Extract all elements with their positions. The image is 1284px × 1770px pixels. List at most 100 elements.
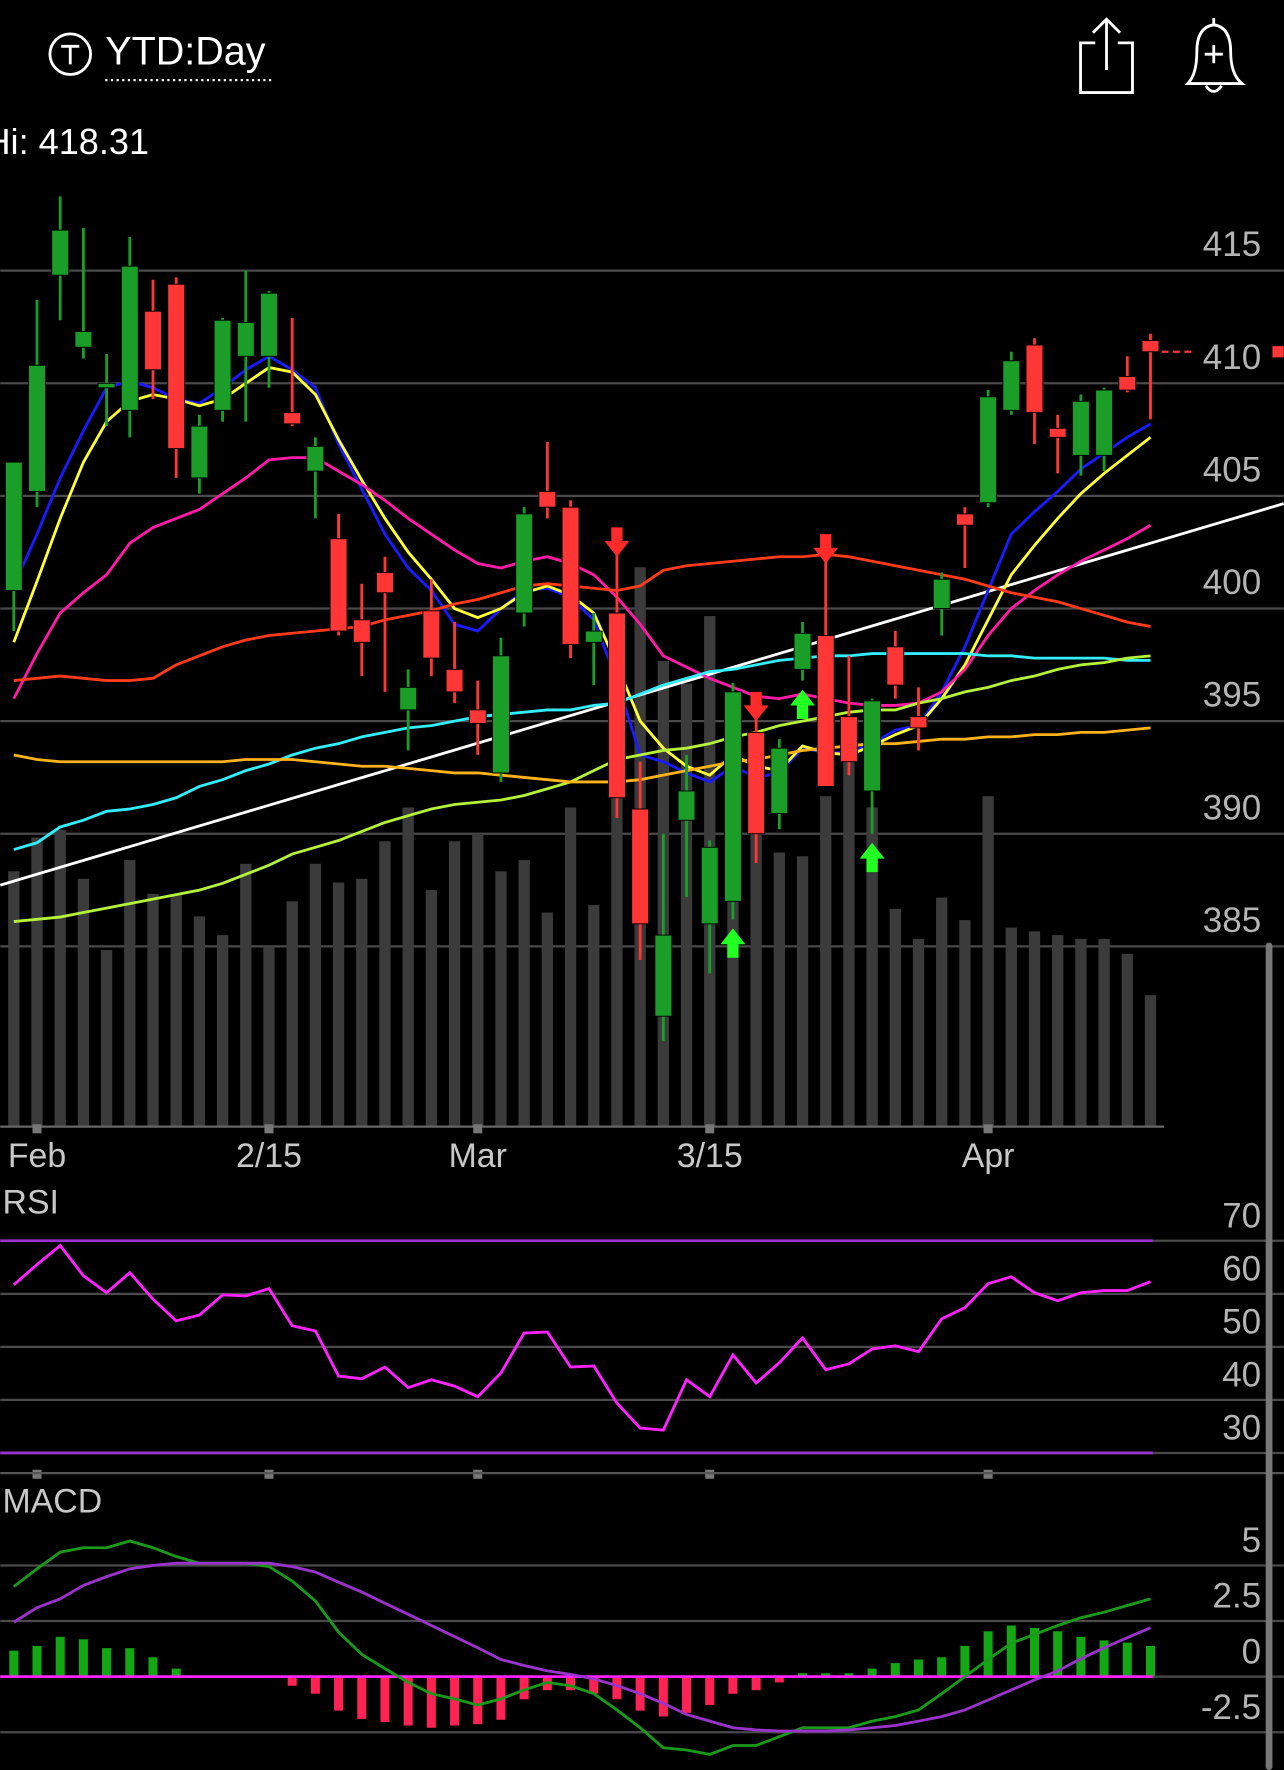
candle-body	[793, 632, 812, 670]
volume-bar	[379, 841, 391, 1127]
volume-bar	[1028, 931, 1041, 1127]
candle-body	[306, 445, 325, 472]
candle-body	[724, 691, 742, 902]
y-tick-label: -2.5	[1201, 1688, 1261, 1727]
timeframe-icon-glyph	[61, 44, 80, 65]
candle-body	[1118, 376, 1137, 391]
macd-histogram-bar	[867, 1668, 877, 1677]
candle-body	[167, 283, 186, 450]
moving-average	[13, 726, 1151, 784]
y-tick-label: 415	[1203, 225, 1261, 264]
share-button[interactable]	[1079, 17, 1134, 94]
macd-histogram-bar	[9, 1650, 19, 1677]
volume-bar	[982, 796, 994, 1127]
signal-arrow	[813, 534, 839, 564]
macd-histogram-bar	[125, 1648, 135, 1677]
macd-histogram-bar	[32, 1645, 42, 1677]
volume-bar	[518, 860, 530, 1127]
y-tick-label: 395	[1203, 676, 1261, 715]
candle-body	[190, 425, 209, 479]
candle-body	[886, 646, 905, 686]
macd-histogram-bar	[1053, 1631, 1063, 1677]
candle-body	[909, 716, 928, 729]
candle-body	[1002, 360, 1021, 411]
macd-histogram-bar	[334, 1676, 344, 1711]
candle-body	[631, 808, 650, 925]
y-tick-label: 410	[1203, 338, 1261, 377]
candle-body	[236, 322, 255, 357]
y-tick-label: 60	[1222, 1249, 1261, 1288]
macd-histogram-bar	[890, 1663, 900, 1677]
candle-body	[28, 364, 46, 492]
candle-body	[584, 630, 603, 643]
share-icon-arrow	[1091, 17, 1122, 70]
macd-histogram-bar	[821, 1673, 831, 1677]
x-tick-label: Mar	[449, 1137, 507, 1175]
moving-average	[12, 366, 1152, 777]
candle-body	[213, 319, 232, 411]
volume-bar	[495, 871, 507, 1127]
share-icon-box	[1079, 41, 1134, 94]
macd-histogram-bar	[682, 1676, 692, 1713]
candle-body	[74, 331, 93, 348]
macd-histogram-bar	[589, 1676, 599, 1694]
macd-histogram-bar	[380, 1676, 390, 1722]
x-tick-label: Feb	[8, 1137, 66, 1175]
candle-body	[352, 619, 371, 643]
volume-bar	[843, 747, 855, 1127]
candle-body	[1048, 427, 1067, 438]
x-tick-label: 3/15	[677, 1137, 743, 1175]
candle-body	[329, 538, 348, 632]
candle-body	[1095, 389, 1114, 456]
volume-bar	[100, 950, 113, 1127]
scrollbar[interactable]	[1265, 942, 1273, 1770]
candle-body	[283, 412, 302, 425]
candle-body	[515, 513, 534, 614]
alert-button[interactable]	[1184, 18, 1246, 93]
x-tick	[32, 1124, 42, 1134]
timeframe-icon	[48, 32, 92, 76]
macd-histogram-bar	[960, 1645, 970, 1677]
volume-bar	[448, 841, 461, 1127]
macd-histogram-bar	[774, 1676, 784, 1683]
candle-body	[561, 506, 580, 646]
volume-bar	[796, 856, 809, 1127]
volume-bar	[727, 724, 739, 1127]
candle-body	[654, 934, 673, 1017]
macd-histogram-bar	[1076, 1636, 1086, 1677]
macd-histogram-bar	[798, 1673, 808, 1677]
volume-bar	[1052, 935, 1064, 1127]
y-tick-label: 385	[1203, 901, 1261, 940]
macd-histogram-bar	[612, 1676, 622, 1700]
y-tick-label: 30	[1222, 1409, 1261, 1448]
candle-body	[608, 612, 626, 799]
candle-body	[700, 846, 719, 925]
x-tick-label: Apr	[962, 1137, 1015, 1175]
volume-bar	[936, 897, 948, 1127]
timeframe-button[interactable]: YTD:Day	[48, 30, 275, 82]
volume-bar	[1005, 927, 1017, 1127]
macd-histogram-bar	[1029, 1627, 1040, 1677]
x-tick	[264, 1124, 274, 1134]
volume-bar	[820, 796, 832, 1127]
macd-histogram-bar	[102, 1648, 112, 1677]
volume-bar	[147, 893, 159, 1127]
macd-histogram-bar	[287, 1676, 297, 1686]
volume-bar	[356, 878, 368, 1127]
volume-bar	[124, 860, 136, 1127]
volume-bar	[611, 758, 623, 1127]
macd-histogram-bar	[171, 1668, 181, 1677]
volume-bar	[889, 908, 901, 1127]
macd-histogram-bar	[937, 1657, 947, 1677]
candle-body	[445, 668, 464, 693]
candle-body	[422, 610, 441, 659]
candle-body	[97, 382, 116, 389]
volume-bar	[77, 878, 90, 1127]
macd-histogram-bar	[566, 1676, 576, 1691]
candle-body	[51, 229, 70, 276]
macd-histogram-bar	[55, 1636, 65, 1677]
macd-histogram-bar	[450, 1676, 460, 1726]
candle-body	[399, 686, 418, 711]
volume-bar	[1075, 938, 1087, 1127]
